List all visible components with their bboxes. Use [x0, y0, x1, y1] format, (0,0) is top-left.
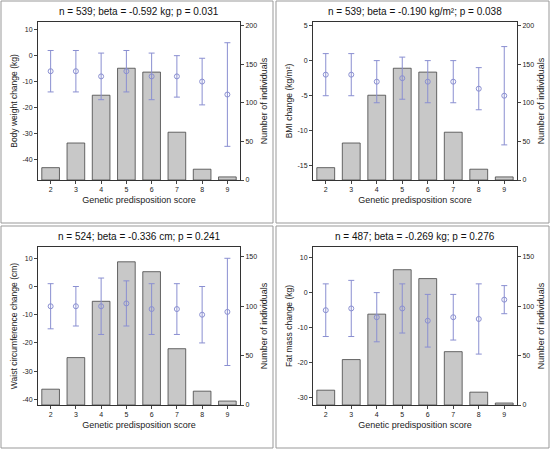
svg-text:9: 9 [225, 186, 229, 193]
svg-text:2: 2 [324, 186, 328, 193]
svg-text:5: 5 [124, 186, 128, 193]
svg-text:4: 4 [375, 186, 379, 193]
svg-text:8: 8 [200, 186, 204, 193]
svg-text:n = 539; beta = -0.190 kg/m²;: n = 539; beta = -0.190 kg/m²; p = 0.038 [328, 6, 502, 17]
svg-text:-30: -30 [22, 368, 32, 375]
svg-text:2: 2 [49, 411, 53, 418]
svg-text:4: 4 [99, 186, 103, 193]
svg-text:5: 5 [124, 411, 128, 418]
svg-text:200: 200 [245, 22, 257, 29]
svg-text:Genetic predisposition score: Genetic predisposition score [82, 195, 196, 205]
svg-text:9: 9 [225, 411, 229, 418]
svg-text:100: 100 [245, 303, 257, 310]
svg-text:2: 2 [324, 411, 328, 418]
svg-text:0: 0 [29, 52, 33, 59]
svg-text:0: 0 [29, 283, 33, 290]
svg-text:-30: -30 [22, 130, 32, 137]
svg-text:Genetic predisposition score: Genetic predisposition score [358, 195, 472, 205]
svg-text:100: 100 [522, 303, 534, 310]
svg-text:4: 4 [99, 411, 103, 418]
svg-text:10: 10 [25, 255, 33, 262]
svg-text:Fat mass change (kg): Fat mass change (kg) [284, 285, 294, 367]
svg-text:0: 0 [522, 176, 526, 183]
svg-text:7: 7 [175, 186, 179, 193]
svg-text:7: 7 [175, 411, 179, 418]
svg-text:0: 0 [304, 57, 308, 64]
svg-text:Number of individuals: Number of individuals [259, 57, 269, 144]
svg-text:9: 9 [502, 186, 506, 193]
svg-text:-10: -10 [297, 127, 307, 134]
svg-text:8: 8 [477, 411, 481, 418]
svg-text:8: 8 [477, 186, 481, 193]
svg-text:6: 6 [150, 186, 154, 193]
svg-text:-10: -10 [297, 324, 307, 331]
svg-text:-15: -15 [297, 162, 307, 169]
svg-text:-10: -10 [22, 311, 32, 318]
svg-text:200: 200 [522, 22, 534, 29]
svg-text:-10: -10 [22, 78, 32, 85]
svg-text:100: 100 [522, 99, 534, 106]
svg-text:7: 7 [451, 186, 455, 193]
svg-text:5: 5 [400, 411, 404, 418]
svg-text:Body weight change (kg): Body weight change (kg) [9, 54, 19, 148]
svg-text:Genetic predisposition score: Genetic predisposition score [82, 420, 196, 430]
svg-text:-20: -20 [297, 359, 307, 366]
svg-text:0: 0 [522, 401, 526, 408]
svg-text:50: 50 [245, 138, 253, 145]
svg-text:50: 50 [245, 352, 253, 359]
svg-text:-40: -40 [22, 396, 32, 403]
svg-text:6: 6 [426, 186, 430, 193]
svg-text:150: 150 [245, 253, 257, 260]
svg-text:8: 8 [200, 411, 204, 418]
svg-text:n = 524; beta = -0.336 cm; p =: n = 524; beta = -0.336 cm; p = 0.241 [58, 231, 220, 242]
svg-text:Number of individuals: Number of individuals [536, 57, 546, 144]
svg-text:n = 539; beta = -0.592 kg; p =: n = 539; beta = -0.592 kg; p = 0.031 [59, 6, 219, 17]
svg-text:50: 50 [522, 138, 530, 145]
svg-text:2: 2 [49, 186, 53, 193]
svg-text:6: 6 [426, 411, 430, 418]
svg-text:Number of individuals: Number of individuals [536, 282, 546, 369]
svg-text:Genetic predisposition score: Genetic predisposition score [358, 420, 472, 430]
svg-text:10: 10 [300, 254, 308, 261]
svg-text:6: 6 [150, 411, 154, 418]
svg-text:0: 0 [245, 176, 249, 183]
svg-text:-5: -5 [301, 92, 307, 99]
svg-text:3: 3 [74, 411, 78, 418]
svg-text:BMI change (kg/m²): BMI change (kg/m²) [284, 64, 294, 139]
svg-text:Waist circumference change (cm: Waist circumference change (cm) [9, 263, 19, 389]
svg-text:10: 10 [25, 26, 33, 33]
svg-text:Number of individuals: Number of individuals [259, 282, 269, 369]
svg-text:0: 0 [245, 401, 249, 408]
svg-text:-30: -30 [297, 394, 307, 401]
svg-text:9: 9 [502, 411, 506, 418]
svg-text:-20: -20 [22, 104, 32, 111]
svg-text:50: 50 [522, 352, 530, 359]
svg-text:150: 150 [245, 61, 257, 68]
svg-text:-40: -40 [22, 156, 32, 163]
svg-text:150: 150 [522, 61, 534, 68]
svg-text:5: 5 [400, 186, 404, 193]
svg-text:3: 3 [74, 186, 78, 193]
svg-text:100: 100 [245, 99, 257, 106]
svg-text:-20: -20 [22, 339, 32, 346]
svg-text:3: 3 [349, 411, 353, 418]
svg-text:4: 4 [375, 411, 379, 418]
svg-text:3: 3 [349, 186, 353, 193]
svg-text:150: 150 [522, 253, 534, 260]
svg-text:5: 5 [304, 22, 308, 29]
svg-text:n = 487; beta = -0.269 kg; p =: n = 487; beta = -0.269 kg; p = 0.276 [335, 231, 495, 242]
svg-text:0: 0 [304, 289, 308, 296]
svg-text:7: 7 [451, 411, 455, 418]
